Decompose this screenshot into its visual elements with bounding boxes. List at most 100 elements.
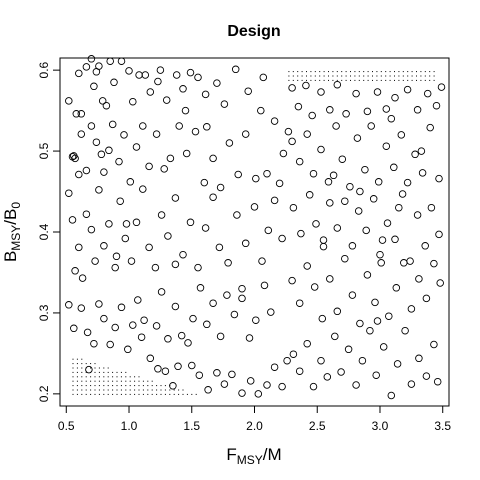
data-point <box>201 224 210 232</box>
data-point <box>65 189 73 197</box>
data-point <box>385 312 393 320</box>
data-point <box>85 365 93 374</box>
data-point <box>132 218 141 227</box>
stipple-dot <box>376 79 378 81</box>
stipple-dot <box>345 75 347 77</box>
data-point <box>436 279 444 287</box>
stipple-dot <box>182 393 184 395</box>
stipple-dot <box>129 376 131 378</box>
data-point <box>348 242 357 250</box>
data-point <box>65 97 73 105</box>
data-point <box>72 110 81 118</box>
x-axis-label-main: F <box>226 445 236 464</box>
stipple-dot <box>433 71 435 73</box>
data-point <box>75 243 83 252</box>
data-point <box>250 203 259 211</box>
data-point <box>203 123 211 131</box>
data-point <box>122 220 131 228</box>
data-point <box>342 110 350 118</box>
stipple-dot <box>76 376 78 378</box>
data-point <box>77 130 86 138</box>
data-point <box>241 130 250 138</box>
data-point <box>195 371 204 379</box>
stipple-dot <box>138 393 140 395</box>
stipple-dot <box>341 75 343 77</box>
stipple-dot <box>151 389 153 391</box>
stipple-dot <box>72 380 74 382</box>
data-point <box>166 154 175 163</box>
data-point <box>139 185 147 193</box>
data-point <box>426 123 434 132</box>
stipple-dot <box>129 393 131 395</box>
stipple-dot <box>301 71 303 73</box>
stipple-dot <box>416 79 417 81</box>
data-point <box>378 236 387 244</box>
points-layer <box>65 55 446 400</box>
stipple-dot <box>151 393 153 395</box>
data-point <box>329 171 338 180</box>
data-point <box>215 243 224 252</box>
stipple-dot <box>402 71 404 73</box>
data-point <box>430 340 438 349</box>
y-tick-label: 0.5 <box>37 142 51 159</box>
data-point <box>231 65 240 74</box>
stipple-dot <box>72 385 74 387</box>
stipple-dot <box>376 75 378 77</box>
data-point <box>204 386 212 394</box>
stipple-dot <box>107 376 109 378</box>
stipple-dot <box>160 389 162 391</box>
stipple-dot <box>420 71 422 73</box>
stipple-dot <box>116 371 118 373</box>
data-point <box>164 335 172 343</box>
stipple-dot <box>72 363 74 365</box>
y-axis: 0.2 0.3 0.4 0.5 0.6 <box>37 61 60 402</box>
stipple-dot <box>398 71 400 73</box>
stipple-dot <box>81 363 83 365</box>
stipple-dot <box>98 371 100 373</box>
data-point <box>194 263 202 272</box>
stipple-dot <box>314 75 316 77</box>
data-point <box>182 149 191 158</box>
stipple-dot <box>319 71 321 73</box>
data-point <box>194 73 202 82</box>
stipple-dot <box>120 389 122 391</box>
data-point <box>267 308 275 316</box>
stipple-dot <box>328 79 329 81</box>
data-point <box>129 321 137 329</box>
stipple-dot <box>98 376 100 378</box>
stipple-dot <box>112 371 114 373</box>
data-point <box>105 220 113 228</box>
data-point <box>390 163 398 172</box>
stipple-dot <box>76 393 78 395</box>
stipple-dot <box>319 79 321 81</box>
stipple-dot <box>372 71 373 73</box>
stipple-dot <box>94 380 96 382</box>
stipple-dot <box>345 71 347 73</box>
data-point <box>75 69 83 78</box>
stipple-dot <box>332 71 334 73</box>
stipple-dot <box>288 75 290 77</box>
data-point <box>246 377 255 385</box>
stipple-dot <box>306 79 307 81</box>
data-point <box>209 193 217 201</box>
stipple-dot <box>420 75 422 77</box>
data-point <box>216 332 225 341</box>
stipple-dot <box>120 385 122 387</box>
stipple-dot <box>191 393 193 395</box>
data-point <box>356 187 364 196</box>
stipple-dot <box>129 389 131 391</box>
x-axis: 0.5 1.0 1.5 2.0 2.5 3.0 3.5 <box>58 406 451 433</box>
stipple-dot <box>129 385 131 387</box>
data-point <box>216 183 225 192</box>
data-point <box>161 367 170 375</box>
data-point <box>186 218 195 227</box>
y-axis-label-subscript-2: 0 <box>9 202 23 209</box>
data-point <box>132 143 141 151</box>
stipple-dot <box>411 75 413 77</box>
stipple-dot <box>367 79 369 81</box>
stipple-dot <box>376 71 378 73</box>
stipple-dot <box>103 393 105 395</box>
stipple-dot <box>350 75 351 77</box>
stipple-dot <box>72 376 74 378</box>
data-point <box>191 127 200 136</box>
